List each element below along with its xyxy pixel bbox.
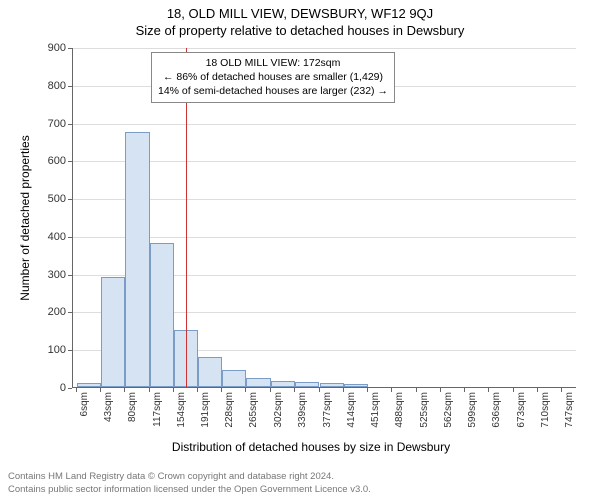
y-tick-mark [68, 312, 72, 313]
x-tick-label: 154sqm [176, 392, 187, 428]
x-tick-mark [391, 388, 392, 392]
histogram-bar [150, 243, 174, 387]
grid-line [73, 48, 576, 49]
x-tick-mark [245, 388, 246, 392]
y-tick-label: 500 [36, 193, 66, 205]
x-tick-label: 636sqm [491, 392, 502, 428]
footer-line-1: Contains HM Land Registry data © Crown c… [8, 471, 371, 483]
x-tick-mark [124, 388, 125, 392]
histogram-bar [246, 378, 270, 387]
y-tick-label: 700 [36, 118, 66, 130]
x-tick-label: 6sqm [79, 392, 90, 416]
page-title-subtitle: Size of property relative to detached ho… [0, 21, 600, 38]
callout-line: ← 86% of detached houses are smaller (1,… [158, 70, 388, 84]
y-tick-label: 800 [36, 80, 66, 92]
x-tick-mark [440, 388, 441, 392]
y-tick-mark [68, 275, 72, 276]
y-tick-label: 100 [36, 344, 66, 356]
x-tick-mark [513, 388, 514, 392]
x-tick-label: 525sqm [419, 392, 430, 428]
page-title-address: 18, OLD MILL VIEW, DEWSBURY, WF12 9QJ [0, 0, 600, 21]
x-tick-label: 302sqm [273, 392, 284, 428]
y-tick-mark [68, 161, 72, 162]
y-tick-mark [68, 48, 72, 49]
y-tick-mark [68, 86, 72, 87]
x-tick-label: 228sqm [224, 392, 235, 428]
y-tick-label: 200 [36, 306, 66, 318]
x-tick-label: 599sqm [467, 392, 478, 428]
x-tick-label: 673sqm [516, 392, 527, 428]
x-tick-label: 377sqm [322, 392, 333, 428]
x-tick-label: 265sqm [248, 392, 259, 428]
x-tick-mark [100, 388, 101, 392]
y-tick-mark [68, 350, 72, 351]
x-tick-mark [270, 388, 271, 392]
x-tick-mark [416, 388, 417, 392]
x-tick-label: 562sqm [443, 392, 454, 428]
footer-line-2: Contains public sector information licen… [8, 484, 371, 496]
histogram-bar [77, 383, 101, 387]
x-tick-mark [149, 388, 150, 392]
x-tick-mark [173, 388, 174, 392]
y-tick-label: 0 [36, 382, 66, 394]
x-tick-mark [294, 388, 295, 392]
y-tick-mark [68, 124, 72, 125]
histogram-bar [198, 357, 222, 387]
callout-box: 18 OLD MILL VIEW: 172sqm← 86% of detache… [151, 52, 395, 103]
plot-area: 18 OLD MILL VIEW: 172sqm← 86% of detache… [72, 48, 576, 388]
y-tick-mark [68, 237, 72, 238]
y-tick-label: 400 [36, 231, 66, 243]
histogram-bar [222, 370, 246, 387]
histogram-chart: Number of detached properties 18 OLD MIL… [46, 48, 576, 418]
histogram-bar [271, 381, 295, 387]
x-tick-mark [537, 388, 538, 392]
histogram-bar [295, 382, 319, 387]
attribution-footer: Contains HM Land Registry data © Crown c… [8, 471, 371, 496]
x-tick-label: 339sqm [297, 392, 308, 428]
x-tick-label: 414sqm [346, 392, 357, 428]
y-tick-label: 600 [36, 155, 66, 167]
histogram-bar [344, 384, 368, 387]
x-tick-mark [464, 388, 465, 392]
histogram-bar [125, 132, 149, 387]
histogram-bar [101, 277, 125, 387]
x-tick-mark [343, 388, 344, 392]
x-tick-label: 747sqm [564, 392, 575, 428]
grid-line [73, 124, 576, 125]
x-tick-mark [319, 388, 320, 392]
y-tick-label: 300 [36, 269, 66, 281]
x-tick-label: 488sqm [394, 392, 405, 428]
x-tick-mark [367, 388, 368, 392]
x-tick-mark [488, 388, 489, 392]
x-tick-mark [561, 388, 562, 392]
x-tick-mark [197, 388, 198, 392]
callout-line: 18 OLD MILL VIEW: 172sqm [158, 56, 388, 70]
histogram-bar [320, 383, 344, 387]
x-tick-label: 451sqm [370, 392, 381, 428]
x-tick-label: 117sqm [152, 392, 163, 427]
x-tick-mark [221, 388, 222, 392]
x-tick-label: 191sqm [200, 392, 211, 428]
x-tick-mark [76, 388, 77, 392]
y-tick-label: 900 [36, 42, 66, 54]
y-tick-mark [68, 388, 72, 389]
callout-line: 14% of semi-detached houses are larger (… [158, 84, 388, 98]
y-tick-mark [68, 199, 72, 200]
x-tick-label: 710sqm [540, 392, 551, 428]
x-tick-label: 80sqm [127, 392, 138, 422]
x-tick-label: 43sqm [103, 392, 114, 422]
